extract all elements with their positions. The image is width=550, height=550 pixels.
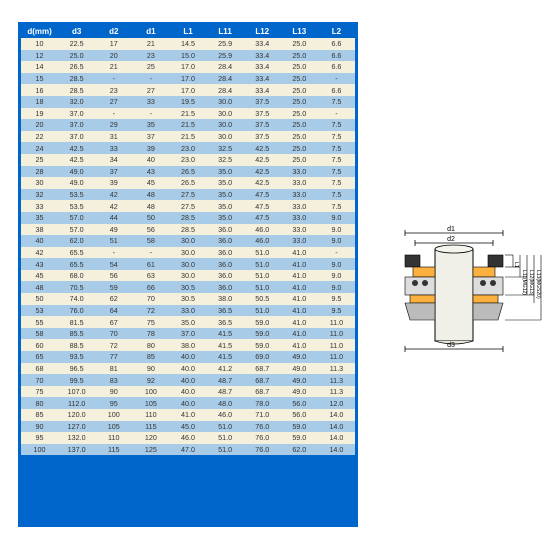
table-row: 95132.011012046.051.076.059.014.0 (21, 432, 355, 444)
header-L2: L2 (318, 25, 355, 38)
table-row: 3253.5424827.535.047.533.07.5 (21, 189, 355, 201)
table-row: 1426.5212517.028.433.425.06.6 (21, 61, 355, 73)
table-row: 3353.5424827.535.047.533.07.5 (21, 200, 355, 212)
table-row: 6593.5778540.041.569.049.011.0 (21, 351, 355, 363)
table-body: 1022.5172114.525.933.425.06.61225.020231… (21, 38, 355, 455)
table-row: 2849.0374326.535.042.533.07.5 (21, 166, 355, 178)
table-row: 4265.5--30.036.051.041.0- (21, 247, 355, 259)
L1-label: L1 (513, 262, 519, 268)
table-row: 3857.0495628.536.046.033.09.0 (21, 224, 355, 236)
header-L1: L1 (169, 25, 206, 38)
table-row: 2237.0313721.530.037.525.07.5 (21, 131, 355, 143)
table-row: 1832.0273319.530.037.525.07.5 (21, 96, 355, 108)
d2-label: d2 (447, 236, 455, 243)
header-L13: L13 (281, 25, 318, 38)
table-row: 90127.010511545.051.076.059.014.0 (21, 421, 355, 433)
table-row: 5885.5707837.041.559.041.011.0 (21, 328, 355, 340)
d3-label: d3 (447, 342, 455, 349)
table-row: 5074.0627030.538.050.541.09.5 (21, 293, 355, 305)
table-header-row: d(mm)d3d2d1L1L11L12L13L2 (21, 25, 355, 38)
table-row: 2037.0293521.530.037.525.07.5 (21, 119, 355, 131)
dimension-table-container: d(mm)d3d2d1L1L11L12L13L2 1022.5172114.52… (18, 22, 358, 527)
table-row: 1225.0202315.025.933.425.06.6 (21, 50, 355, 62)
table-row: 2542.5344023.032.542.525.07.5 (21, 154, 355, 166)
table-row: 5376.0647233.036.551.041.09.5 (21, 305, 355, 317)
table-row: 2442.5333923.032.542.525.07.5 (21, 142, 355, 154)
table-row: 4568.0566330.036.051.041.09.0 (21, 270, 355, 282)
L11-label: L11(MG12) (521, 270, 527, 295)
header-L11: L11 (207, 25, 244, 38)
table-row: 4062.0515830.036.046.033.09.0 (21, 235, 355, 247)
table-row: 4365.5546130.036.051.041.09.0 (21, 258, 355, 270)
table-row: 6088.5728038.041.559.041.011.0 (21, 339, 355, 351)
table-row: 6896.5819040.041.268.749.011.3 (21, 363, 355, 375)
L12-label: L12(MG13) (528, 270, 534, 296)
header-d3: d3 (58, 25, 95, 38)
table-row: 1528.5--17.028.433.425.0- (21, 73, 355, 85)
table-row: 85120.010011041.046.071.056.014.0 (21, 409, 355, 421)
table-row: 75107.09010040.048.768.749.011.3 (21, 386, 355, 398)
d1-label: d1 (447, 226, 455, 233)
header-d1: d1 (132, 25, 169, 38)
header-d2: d2 (95, 25, 132, 38)
header-dmm: d(mm) (21, 25, 58, 38)
table-row: 1937.0--21.530.037.525.0- (21, 108, 355, 120)
table-row: 100137.011512547.051.076.062.014.0 (21, 444, 355, 456)
seal-diagram: d1 d2 (365, 225, 543, 355)
table-row: 1628.5232717.028.433.425.06.6 (21, 84, 355, 96)
table-row: 5581.5677535.036.559.041.011.0 (21, 316, 355, 328)
table-row: 1022.5172114.525.933.425.06.6 (21, 38, 355, 50)
header-L12: L12 (244, 25, 281, 38)
table-row: 4870.5596630.536.051.041.09.0 (21, 281, 355, 293)
table-row: 7099.5839240.048.768.749.011.3 (21, 374, 355, 386)
table-row: 3049.0394526.535.042.533.07.5 (21, 177, 355, 189)
L13-label: L13(MGS20) (535, 270, 541, 299)
dimension-table: d(mm)d3d2d1L1L11L12L13L2 1022.5172114.52… (21, 25, 355, 455)
table-row: 80112.09510540.048.078.056.012.0 (21, 397, 355, 409)
table-row: 3557.0445028.535.047.533.09.0 (21, 212, 355, 224)
